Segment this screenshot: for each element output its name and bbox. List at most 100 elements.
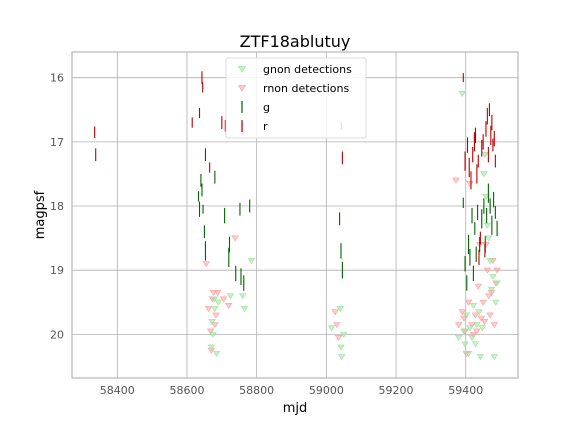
gnon-detections-point <box>484 235 493 242</box>
gnon-detections-point <box>490 354 499 361</box>
rnon-detections-point <box>219 296 228 303</box>
rnon-detections-point <box>486 312 494 319</box>
rnon-detections-point <box>455 322 463 329</box>
rnon-detections-point <box>204 306 213 313</box>
gnon-detections-point <box>238 293 247 300</box>
gnon-detections-point <box>471 341 480 348</box>
gnon-detections-point <box>455 335 463 342</box>
legend-label-g_nondet: gnon detections <box>263 63 352 76</box>
legend-label-g: g <box>263 101 270 114</box>
x-tick-label: 59400 <box>448 384 483 397</box>
gnon-detections-point <box>481 152 489 159</box>
gnon-detections-point <box>208 318 216 325</box>
rnon-detections-point <box>477 315 486 322</box>
gnon-detections-point <box>462 312 471 319</box>
rnon-detections-point <box>331 309 339 316</box>
rnon-detections-point <box>469 331 478 338</box>
rnon-detections-point <box>482 241 490 248</box>
rnon-detections-point <box>333 322 341 329</box>
gnon-detections-point <box>226 293 235 300</box>
y-tick-label: 17 <box>50 136 64 149</box>
legend-label-r_nondet: rnon detections <box>263 82 349 95</box>
rnon-detections-point <box>471 312 480 319</box>
gnon-detections-point <box>336 306 345 313</box>
gnon-detections-point <box>327 325 336 332</box>
rnon-detections-point <box>231 235 239 242</box>
y-tick-label: 18 <box>50 200 64 213</box>
gnon-detections-point <box>337 344 345 351</box>
gnon-detections-point <box>480 171 488 178</box>
rnon-detections-point <box>474 283 483 290</box>
x-axis-ticks: 58400 58600 58800 59000 59200 59400 <box>100 384 483 397</box>
gnon-detections-point <box>211 306 219 313</box>
gnon-detections-point <box>475 309 483 316</box>
rnon-detections-point <box>480 318 489 325</box>
legend: gnon detections rnon detections gr <box>225 57 367 139</box>
data-marks <box>94 71 501 361</box>
gnon-detections-point <box>458 91 466 98</box>
legend-entries: gnon detections rnon detections gr <box>237 63 352 133</box>
rnon-detections-point <box>225 302 233 309</box>
gnon-detections-point <box>489 274 497 281</box>
chart-title: ZTF18ablutuy <box>240 32 351 51</box>
gnon-detections-point <box>469 302 478 309</box>
y-tick-label: 16 <box>50 72 64 85</box>
rnon-detections-point <box>473 328 481 335</box>
y-axis-ticks: 16 17 18 19 20 <box>50 72 64 342</box>
y-axis-label: magpsf <box>33 190 48 239</box>
gnon-detections-point <box>468 335 476 342</box>
rnon-detections-point <box>484 293 493 300</box>
rnon-detections-point <box>464 299 473 306</box>
gnon-detections-point <box>337 354 346 361</box>
gnon-detections-point <box>214 299 223 306</box>
x-tick-label: 58800 <box>239 384 274 397</box>
rnon-detections-point <box>493 267 501 274</box>
rnon-detections-point <box>479 299 487 306</box>
gnon-detections-point <box>478 325 487 332</box>
rnon-detections-point <box>202 261 210 268</box>
gnon-detections-point <box>491 299 500 306</box>
legend-box <box>225 57 367 139</box>
rnon-detections-point <box>213 290 222 297</box>
gnon-detections-point <box>486 258 494 265</box>
gnon-detections-point <box>473 322 481 329</box>
gnon-detections-point <box>212 351 221 358</box>
gnon-detections-point <box>483 222 492 229</box>
rnon-detections-point <box>334 335 343 342</box>
gnon-detections-point <box>476 354 485 361</box>
y-tick-label: 20 <box>50 328 64 341</box>
rnon-detections-point <box>452 177 460 184</box>
rnon-detections-point <box>206 328 215 335</box>
gnon-detections-point <box>210 296 218 303</box>
x-tick-label: 59000 <box>309 384 344 397</box>
x-axis-label: mjd <box>283 401 308 416</box>
gnon-detections-point <box>493 280 501 287</box>
rnon-detections-point <box>490 322 499 329</box>
gnon-detections-point <box>247 258 256 265</box>
x-tick-label: 58400 <box>100 384 135 397</box>
gnon-detections-point <box>461 341 469 348</box>
legend-label-r: r <box>263 120 268 133</box>
legend-marker-r_nondet <box>237 85 247 92</box>
gnon-detections-point <box>460 328 468 335</box>
rnon-detections-point <box>460 315 468 322</box>
y-tick-label: 19 <box>50 264 64 277</box>
rnon-detections-point <box>483 267 492 274</box>
rnon-detections-point <box>466 181 474 188</box>
rnon-detections-point <box>212 312 220 319</box>
gnon-detections-point <box>209 331 217 338</box>
gnon-detections-point <box>340 331 348 338</box>
rnon-detections-point <box>211 322 219 329</box>
legend-marker-g_nondet <box>237 66 247 73</box>
gnon-detections-point <box>487 286 496 293</box>
gnon-detections-point <box>207 344 216 351</box>
x-tick-label: 58600 <box>169 384 204 397</box>
x-tick-label: 59200 <box>379 384 414 397</box>
rnon-detections-point <box>468 322 476 329</box>
rnon-detections-point <box>458 309 466 316</box>
gnon-detections-point <box>240 306 249 313</box>
gnon-detections-point <box>466 325 474 332</box>
gnon-detections-point <box>482 193 490 200</box>
gnon-detections-point <box>464 351 473 358</box>
